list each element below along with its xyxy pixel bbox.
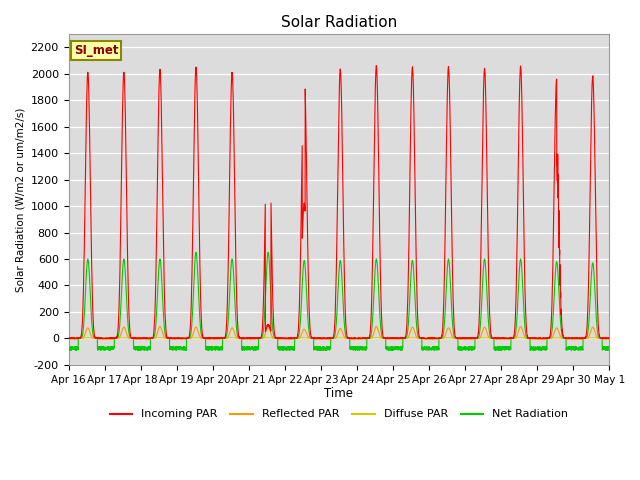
Y-axis label: Solar Radiation (W/m2 or um/m2/s): Solar Radiation (W/m2 or um/m2/s)	[15, 107, 25, 292]
X-axis label: Time: Time	[324, 387, 353, 400]
Title: Solar Radiation: Solar Radiation	[281, 15, 397, 30]
Text: SI_met: SI_met	[74, 44, 118, 57]
Legend: Incoming PAR, Reflected PAR, Diffuse PAR, Net Radiation: Incoming PAR, Reflected PAR, Diffuse PAR…	[105, 405, 573, 424]
